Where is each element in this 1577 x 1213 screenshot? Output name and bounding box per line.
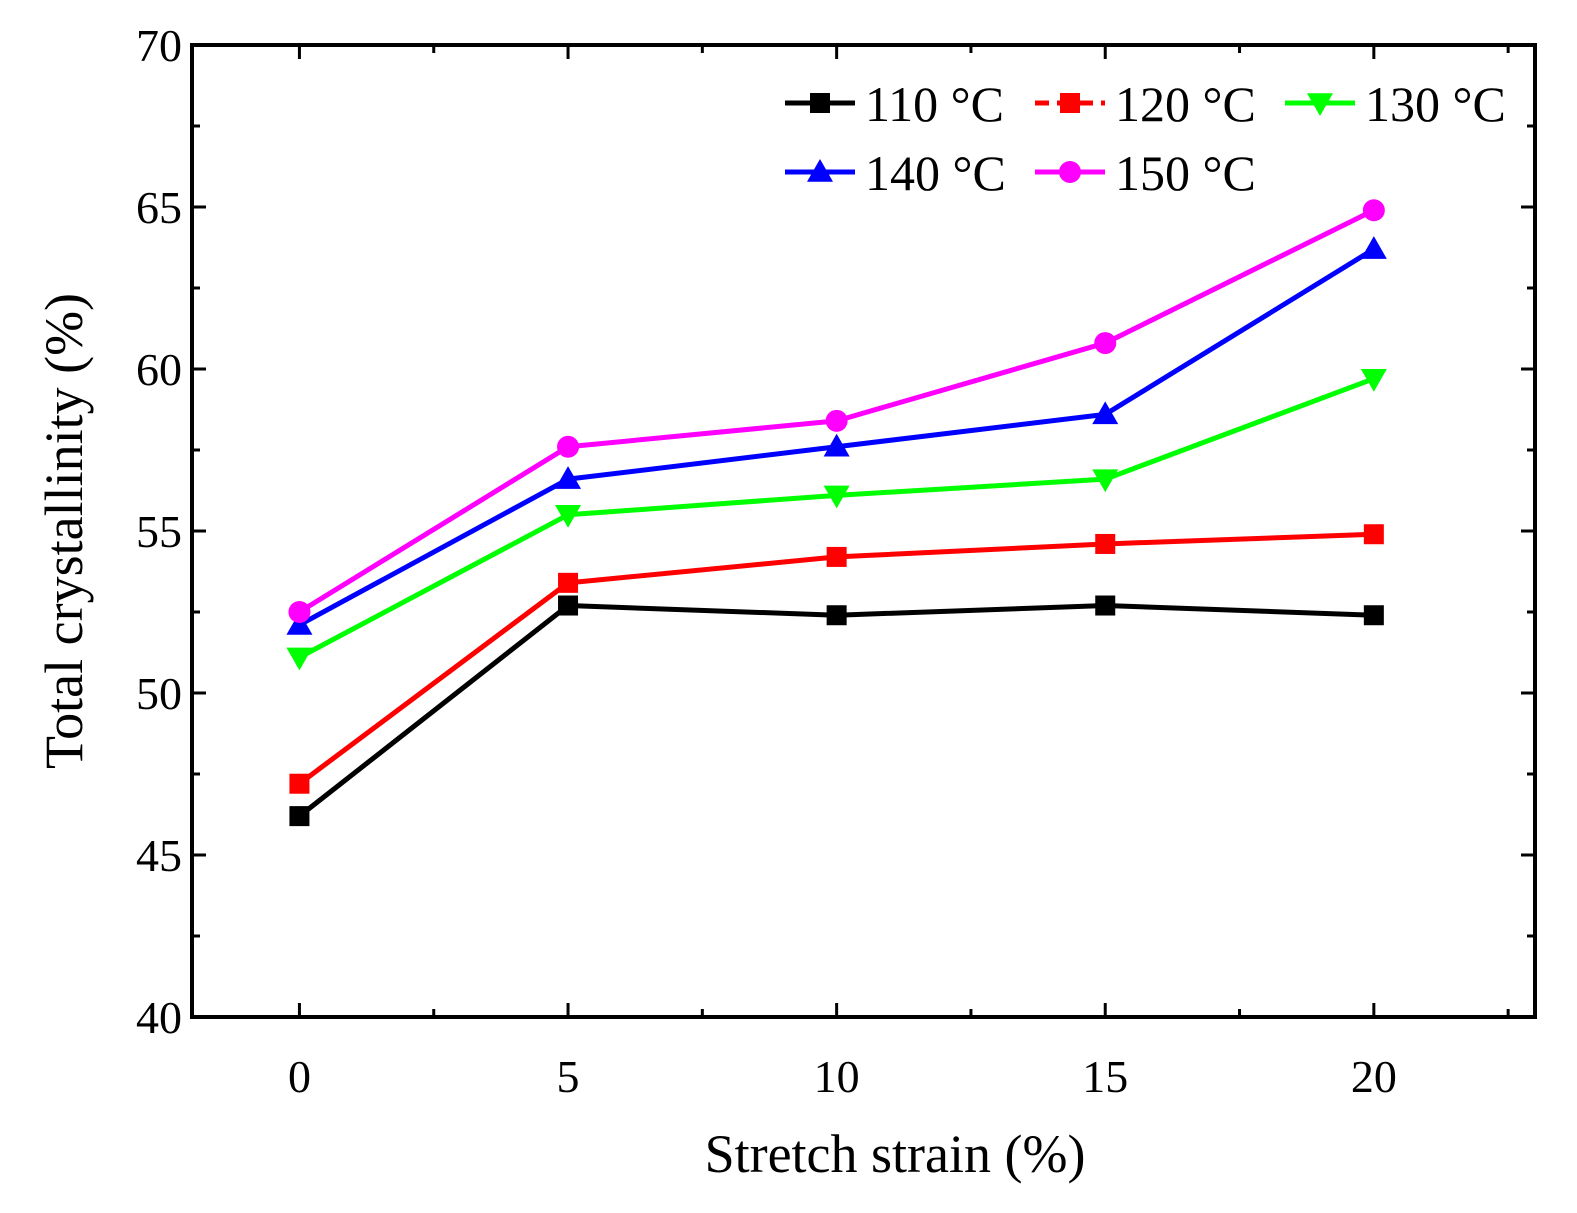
data-point [1360,236,1387,259]
legend-marker [807,159,833,182]
data-point [1360,368,1387,392]
legend-marker [1060,93,1080,113]
legend: 110 °C 120 °C 130 °C 140 °C 150 °C [785,76,1506,201]
y-tick-label: 50 [136,668,182,719]
data-point [825,409,848,432]
legend-marker [1307,93,1333,116]
x-tick-label: 20 [1351,1051,1397,1102]
legend-label: 150 °C [1115,145,1256,201]
y-tick-label: 70 [136,20,182,71]
data-point [555,466,582,489]
data-point [1094,332,1117,355]
legend-item: 150 °C [1035,145,1256,201]
y-tick-label: 40 [136,992,182,1043]
legend-marker [1059,161,1081,183]
data-point [289,773,310,794]
data-point [558,572,579,593]
data-point [558,595,579,616]
series-1 [289,524,1384,794]
y-axis: 40 45 50 55 60 65 70 [136,20,1535,1043]
series-line [297,603,1374,819]
data-point [288,601,311,623]
data-point [1363,524,1384,545]
data-point [826,546,847,567]
data-point [823,433,850,457]
legend-label: 130 °C [1365,76,1506,132]
x-axis: 0 5 10 15 20 [288,45,1510,1102]
legend-label: 120 °C [1115,76,1256,132]
plot-frame [190,43,1537,1019]
data-point [823,485,850,509]
y-tick-label: 45 [136,830,182,881]
x-tick-label: 15 [1082,1051,1128,1102]
data-point [1092,469,1119,493]
y-tick-label: 65 [136,182,182,233]
series-2 [286,368,1387,671]
data-point [286,647,313,671]
legend-item: 140 °C [785,145,1006,201]
series-3 [286,236,1387,635]
series-4 [288,199,1385,623]
legend-label: 140 °C [865,145,1006,201]
y-tick-label: 55 [136,506,182,557]
data-point [1095,533,1116,554]
data-point [1363,605,1384,626]
data-point [286,611,313,635]
y-tick-label: 60 [136,344,182,395]
legend-label: 110 °C [865,76,1004,132]
x-tick-label: 5 [557,1051,580,1102]
x-tick-label: 10 [814,1051,860,1102]
series-0 [289,595,1384,827]
data-point [826,605,847,626]
data-point [557,435,580,458]
y-axis-title: Total crystallinity (%) [34,293,94,769]
legend-marker [810,93,830,113]
series-layer [286,199,1387,827]
data-point [289,806,310,827]
legend-item: 120 °C [1035,76,1256,132]
x-axis-title: Stretch strain (%) [705,1124,1086,1184]
data-point [1095,595,1116,616]
legend-item: 110 °C [785,76,1004,132]
data-point [1362,199,1385,222]
data-point [555,505,582,528]
data-point [1092,401,1119,425]
x-tick-label: 0 [288,1051,311,1102]
legend-item: 130 °C [1285,76,1506,132]
